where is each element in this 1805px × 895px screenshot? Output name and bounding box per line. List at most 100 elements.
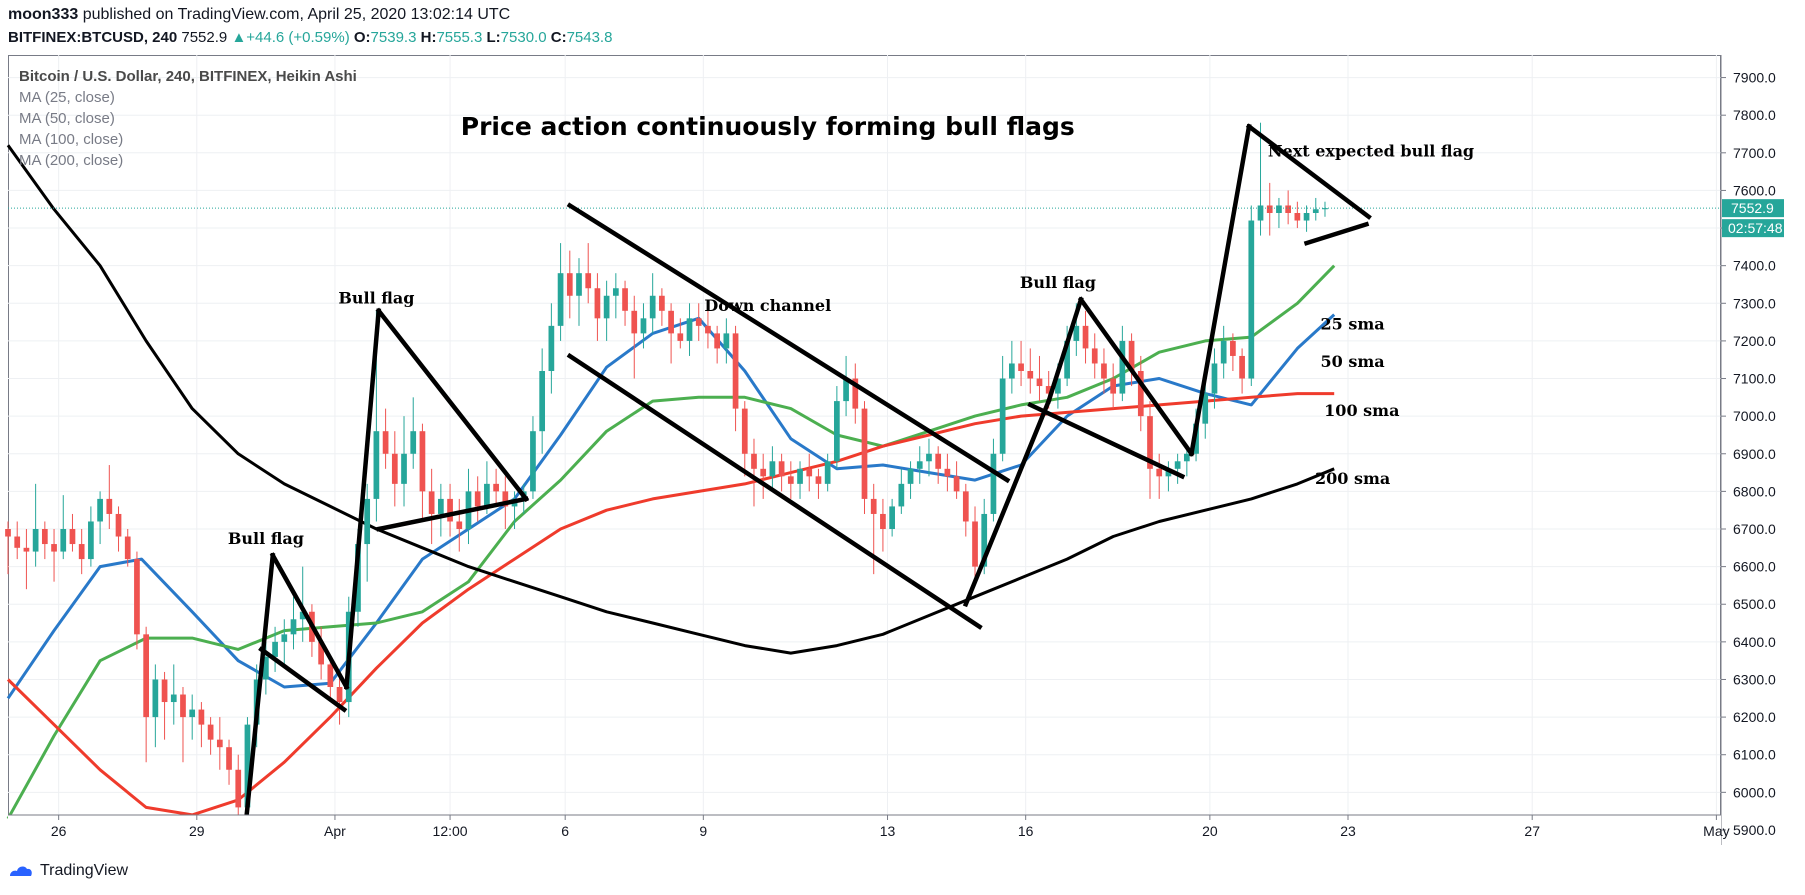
candle-body[interactable]	[60, 529, 67, 552]
trend-line[interactable]	[1245, 123, 1372, 220]
trend-line[interactable]	[258, 646, 348, 713]
legend-ma200[interactable]: MA (200, close)	[19, 152, 124, 169]
candle-body[interactable]	[23, 547, 30, 552]
candle-body[interactable]	[327, 664, 334, 687]
candle-body[interactable]	[1165, 468, 1172, 477]
candle-body[interactable]	[852, 378, 859, 409]
candle-body[interactable]	[622, 288, 628, 311]
candle-body[interactable]	[576, 273, 582, 296]
trend-line[interactable]	[375, 307, 530, 503]
candle-body[interactable]	[382, 431, 389, 454]
candle-body[interactable]	[659, 295, 665, 311]
candle-body[interactable]	[705, 325, 711, 334]
candle-body[interactable]	[898, 483, 905, 507]
candle-body[interactable]	[797, 468, 803, 484]
candle-body[interactable]	[272, 641, 278, 657]
candle-body[interactable]	[649, 295, 656, 319]
annotation-title[interactable]: Price action continuously forming bull f…	[461, 112, 1075, 141]
candle-body[interactable]	[1312, 209, 1319, 213]
candle-body[interactable]	[170, 694, 177, 703]
candle-body[interactable]	[106, 498, 113, 514]
candle-body[interactable]	[953, 476, 960, 492]
candle-body[interactable]	[447, 498, 453, 522]
candle-body[interactable]	[861, 408, 868, 499]
legend-ma50[interactable]: MA (50, close)	[19, 110, 115, 127]
candle-body[interactable]	[484, 483, 490, 507]
candle-body[interactable]	[843, 378, 849, 402]
candle-body[interactable]	[88, 521, 94, 560]
candle-body[interactable]	[235, 769, 242, 808]
candle-body[interactable]	[1018, 363, 1024, 371]
candle-body[interactable]	[916, 461, 923, 469]
candle-body[interactable]	[1211, 363, 1218, 394]
candle-body[interactable]	[787, 476, 794, 484]
candle-body[interactable]	[1091, 348, 1098, 364]
candle-body[interactable]	[806, 468, 813, 477]
candle-body[interactable]	[972, 521, 978, 567]
trend-line[interactable]	[269, 552, 350, 691]
candle-body[interactable]	[189, 709, 196, 718]
annotation-label[interactable]: 100 sma	[1324, 401, 1399, 420]
candle-body[interactable]	[769, 461, 776, 477]
annotation-label[interactable]: Down channel	[704, 296, 831, 315]
candle-body[interactable]	[134, 559, 140, 635]
candle-body[interactable]	[815, 476, 822, 484]
candle-body[interactable]	[1220, 340, 1227, 364]
candle-body[interactable]	[760, 468, 767, 477]
candle-body[interactable]	[889, 506, 895, 529]
candle-body[interactable]	[115, 513, 122, 537]
candle-body[interactable]	[1276, 205, 1282, 213]
candle-body[interactable]	[198, 709, 205, 725]
candle-body[interactable]	[41, 529, 48, 545]
candle-body[interactable]	[180, 694, 186, 718]
candle-body[interactable]	[263, 656, 269, 680]
candle-body[interactable]	[686, 318, 693, 341]
candle-body[interactable]	[1156, 468, 1163, 477]
candle-body[interactable]	[143, 634, 150, 718]
legend-ma25[interactable]: MA (25, close)	[19, 89, 115, 106]
candle-body[interactable]	[539, 371, 546, 432]
annotation-label[interactable]: 50 sma	[1321, 352, 1385, 371]
legend-ma100[interactable]: MA (100, close)	[19, 131, 124, 148]
candle-body[interactable]	[566, 273, 573, 296]
candle-body[interactable]	[318, 641, 324, 665]
candle-body[interactable]	[456, 521, 463, 529]
annotation-label[interactable]: Bull flag	[1020, 273, 1096, 292]
candle-body[interactable]	[1128, 340, 1135, 371]
candle-body[interactable]	[1147, 416, 1153, 469]
candle-body[interactable]	[1248, 220, 1255, 379]
candle-body[interactable]	[493, 483, 499, 492]
candle-body[interactable]	[336, 687, 343, 703]
candle-body[interactable]	[999, 378, 1006, 454]
trend-line[interactable]	[344, 308, 382, 690]
trend-line[interactable]	[1303, 221, 1370, 246]
candle-body[interactable]	[907, 468, 914, 484]
candle-body[interactable]	[612, 288, 619, 296]
candle-body[interactable]	[14, 536, 21, 548]
annotation-label[interactable]: 200 sma	[1315, 469, 1390, 488]
candle-body[interactable]	[226, 747, 232, 770]
candle-body[interactable]	[1073, 325, 1080, 341]
candle-body[interactable]	[603, 295, 610, 319]
candle-body[interactable]	[1027, 371, 1034, 379]
candle-body[interactable]	[714, 333, 721, 349]
candle-body[interactable]	[1137, 371, 1144, 417]
candle-body[interactable]	[207, 724, 214, 740]
candle-body[interactable]	[244, 724, 251, 808]
trend-line[interactable]	[566, 202, 1011, 484]
trend-line[interactable]	[1188, 123, 1252, 457]
candle-body[interactable]	[1322, 208, 1328, 210]
candle-body[interactable]	[1239, 355, 1245, 379]
candle-body[interactable]	[428, 491, 435, 514]
candle-body[interactable]	[1294, 213, 1301, 221]
candle-body[interactable]	[1036, 378, 1043, 387]
candle-body[interactable]	[990, 453, 997, 514]
candle-body[interactable]	[299, 611, 306, 620]
candle-body[interactable]	[78, 544, 85, 560]
candle-body[interactable]	[1119, 340, 1126, 394]
candle-body[interactable]	[1064, 340, 1070, 379]
annotation-label[interactable]: 25 sma	[1321, 315, 1385, 334]
candle-body[interactable]	[585, 273, 592, 289]
candle-body[interactable]	[1045, 386, 1052, 394]
trend-line[interactable]	[566, 352, 983, 630]
